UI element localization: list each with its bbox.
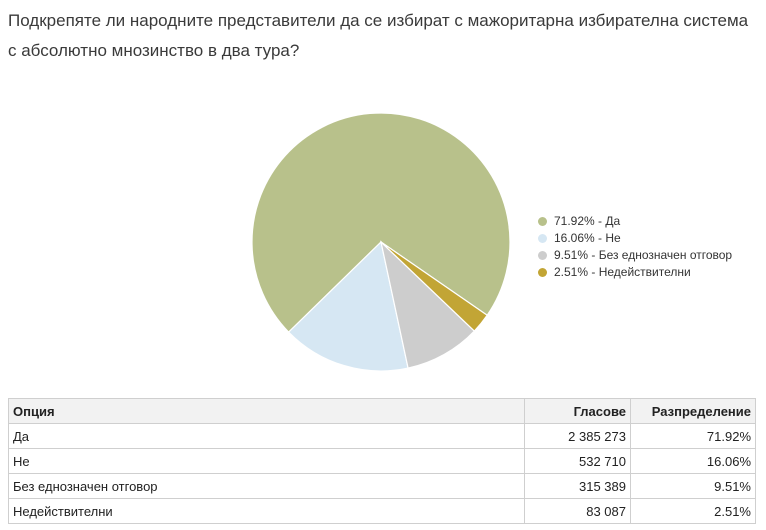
pie-slice-no [287, 240, 409, 372]
cell-votes: 2 385 273 [524, 423, 631, 449]
legend-item-invalid: 2.51% - Недействителни [538, 264, 732, 281]
pie-slice-invalid [380, 241, 489, 332]
legend-label-yes: 71.92% - Да [554, 214, 621, 228]
legend-marker-invalid [538, 268, 547, 277]
cell-votes: 532 710 [524, 448, 631, 474]
table-row: Недействителни 83 087 2.51% [8, 498, 756, 524]
pie-chart [251, 112, 511, 372]
legend-label-ambiguous: 9.51% - Без еднозначен отговор [554, 248, 733, 262]
legend-label-invalid: 2.51% - Недействителни [554, 265, 691, 279]
cell-option: Не [8, 448, 525, 474]
cell-votes: 315 389 [524, 473, 631, 499]
results-table: Опция Гласове Разпределение Да 2 385 273… [8, 398, 756, 524]
cell-option: Да [8, 423, 525, 449]
question-title: Подкрепяте ли народните представители да… [8, 11, 749, 60]
pie-slice-yes [251, 112, 511, 333]
cell-distribution: 2.51% [630, 498, 756, 524]
legend-item-no: 16.06% - Не [538, 230, 732, 247]
table-row: Да 2 385 273 71.92% [8, 423, 756, 449]
pie-slice-ambiguous [380, 240, 476, 369]
legend-marker-yes [538, 217, 547, 226]
header-votes: Гласове [524, 398, 631, 424]
cell-option: Недействителни [8, 498, 525, 524]
chart-legend: 71.92% - Да 16.06% - Не 9.51% - Без едно… [538, 213, 732, 281]
header-distribution: Разпределение [630, 398, 756, 424]
cell-votes: 83 087 [524, 498, 631, 524]
table-header-row: Опция Гласове Разпределение [8, 398, 756, 424]
table-row: Не 532 710 16.06% [8, 448, 756, 474]
cell-distribution: 16.06% [630, 448, 756, 474]
cell-option: Без еднозначен отговор [8, 473, 525, 499]
cell-distribution: 9.51% [630, 473, 756, 499]
header-option: Опция [8, 398, 525, 424]
legend-item-yes: 71.92% - Да [538, 213, 732, 230]
cell-distribution: 71.92% [630, 423, 756, 449]
legend-item-ambiguous: 9.51% - Без еднозначен отговор [538, 247, 732, 264]
legend-label-no: 16.06% - Не [554, 231, 621, 245]
legend-marker-ambiguous [538, 251, 547, 260]
table-row: Без еднозначен отговор 315 389 9.51% [8, 473, 756, 499]
legend-marker-no [538, 234, 547, 243]
